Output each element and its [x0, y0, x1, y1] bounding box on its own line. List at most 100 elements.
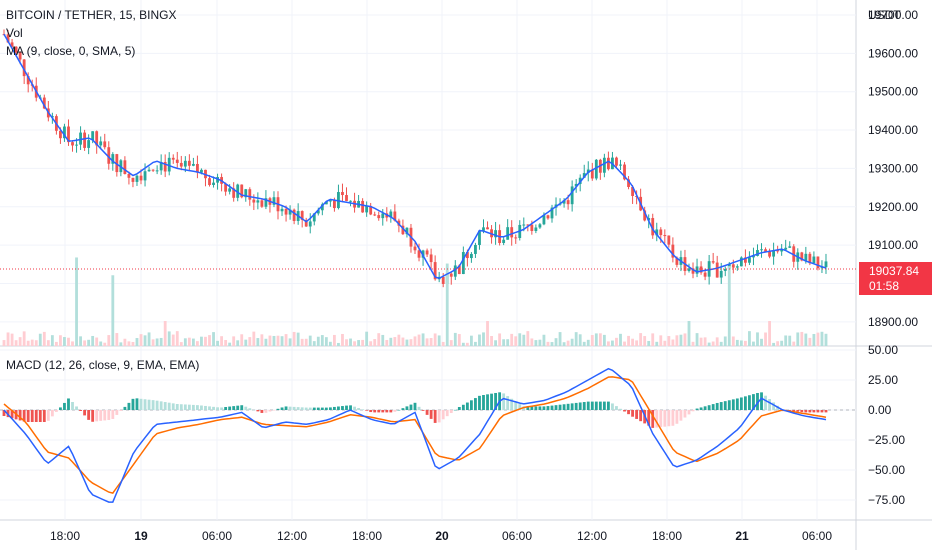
macd-histogram-bar [574, 402, 578, 410]
currency-label: USDT [868, 8, 901, 22]
macd-tick-label: 0.00 [868, 403, 892, 417]
macd-histogram-bar [119, 410, 123, 411]
macd-histogram-bar [87, 410, 91, 420]
volume-bar [671, 339, 675, 346]
candle-body [457, 265, 461, 275]
macd-histogram-bar [147, 399, 151, 410]
volume-bar [26, 340, 30, 346]
candle-body [151, 169, 155, 171]
candle-body [808, 253, 812, 264]
candle-body [643, 210, 647, 221]
macd-histogram-bar [341, 406, 344, 410]
volume-bar [518, 333, 522, 346]
macd-histogram-bar [695, 408, 699, 410]
volume-bar [119, 342, 123, 346]
candle-body [691, 268, 695, 274]
volume-bar [345, 339, 348, 346]
macd-histogram-bar [550, 405, 554, 410]
volume-bar [171, 334, 175, 346]
macd-histogram-bar [546, 406, 550, 410]
volume-bar [365, 331, 369, 346]
volume-bar [18, 337, 22, 346]
macd-histogram-bar [324, 407, 328, 410]
candle-body [369, 205, 373, 215]
volume-bar [353, 341, 356, 346]
price-tick-label: 19200.00 [868, 200, 918, 214]
candle-body [320, 204, 324, 211]
volume-bar [590, 335, 594, 346]
macd-histogram-bar [623, 410, 626, 412]
macd-histogram-bar [667, 410, 671, 427]
candle-body [522, 224, 526, 226]
volume-bar [71, 341, 74, 346]
macd-tick-label: −75.00 [868, 493, 905, 507]
volume-bar [776, 341, 780, 346]
volume-bar [425, 338, 429, 346]
candle-body [328, 200, 332, 202]
volume-bar [2, 340, 6, 346]
candle-body [671, 244, 675, 258]
candle-body [179, 162, 183, 167]
macd-histogram-bar [683, 410, 687, 418]
candle-body [107, 147, 111, 164]
candle-body [135, 175, 139, 182]
volume-bar [586, 339, 590, 346]
candle-body [228, 188, 232, 192]
countdown-badge: 01:58 [859, 277, 932, 295]
macd-histogram-bar [284, 406, 288, 410]
volume-bar [764, 332, 767, 346]
volume-bar [659, 335, 663, 346]
volume-bar [212, 332, 215, 346]
price-tick-label: 19700.00 [868, 8, 918, 22]
volume-bar [200, 336, 203, 346]
macd-histogram-bar [703, 406, 707, 410]
candle-body [506, 227, 510, 240]
candle-body [405, 227, 409, 235]
volume-bar [703, 337, 707, 346]
macd-histogram-bar [381, 410, 385, 413]
volume-bar [522, 334, 526, 346]
macd-histogram-bar [538, 406, 542, 410]
volume-bar [196, 341, 199, 346]
macd-histogram-bar [397, 409, 401, 411]
volume-bar [361, 339, 365, 346]
candle-body [99, 141, 103, 146]
macd-histogram-bar [441, 410, 445, 420]
volume-bar [22, 331, 26, 346]
macd-histogram-bar [320, 407, 324, 410]
candle-body [788, 246, 792, 248]
candle-body [602, 157, 606, 173]
volume-bar [748, 331, 751, 346]
volume-bar [244, 339, 248, 346]
macd-signal-line [3, 376, 827, 494]
candle-body [377, 215, 381, 219]
macd-histogram-bar [687, 410, 691, 415]
volume-bar [296, 332, 300, 346]
volume-bar [409, 339, 413, 346]
macd-histogram-bar [385, 410, 389, 413]
candle-body [534, 227, 538, 231]
volume-label: Vol [6, 26, 23, 40]
candle-body [316, 210, 320, 214]
candle-body [659, 229, 663, 236]
volume-bar [635, 340, 639, 346]
macd-histogram-bar [353, 406, 356, 410]
candle-body [337, 192, 340, 209]
macd-histogram-bar [212, 406, 215, 410]
volume-bar [143, 335, 147, 346]
macd-histogram-bar [300, 407, 304, 410]
macd-tick-label: −50.00 [868, 463, 905, 477]
volume-bar [578, 334, 582, 346]
candle-body [752, 255, 755, 258]
price-tick-label: 19400.00 [868, 123, 918, 137]
macd-histogram-bar [365, 410, 369, 411]
volume-bar [288, 338, 292, 346]
candle-body [780, 249, 784, 252]
candle-body [26, 76, 30, 85]
macd-histogram-bar [143, 399, 147, 410]
chart-title: BITCOIN / TETHER, 15, BINGX [6, 8, 177, 22]
candle-body [224, 183, 228, 192]
candle-body [260, 200, 264, 207]
macd-histogram-bar [159, 401, 163, 410]
